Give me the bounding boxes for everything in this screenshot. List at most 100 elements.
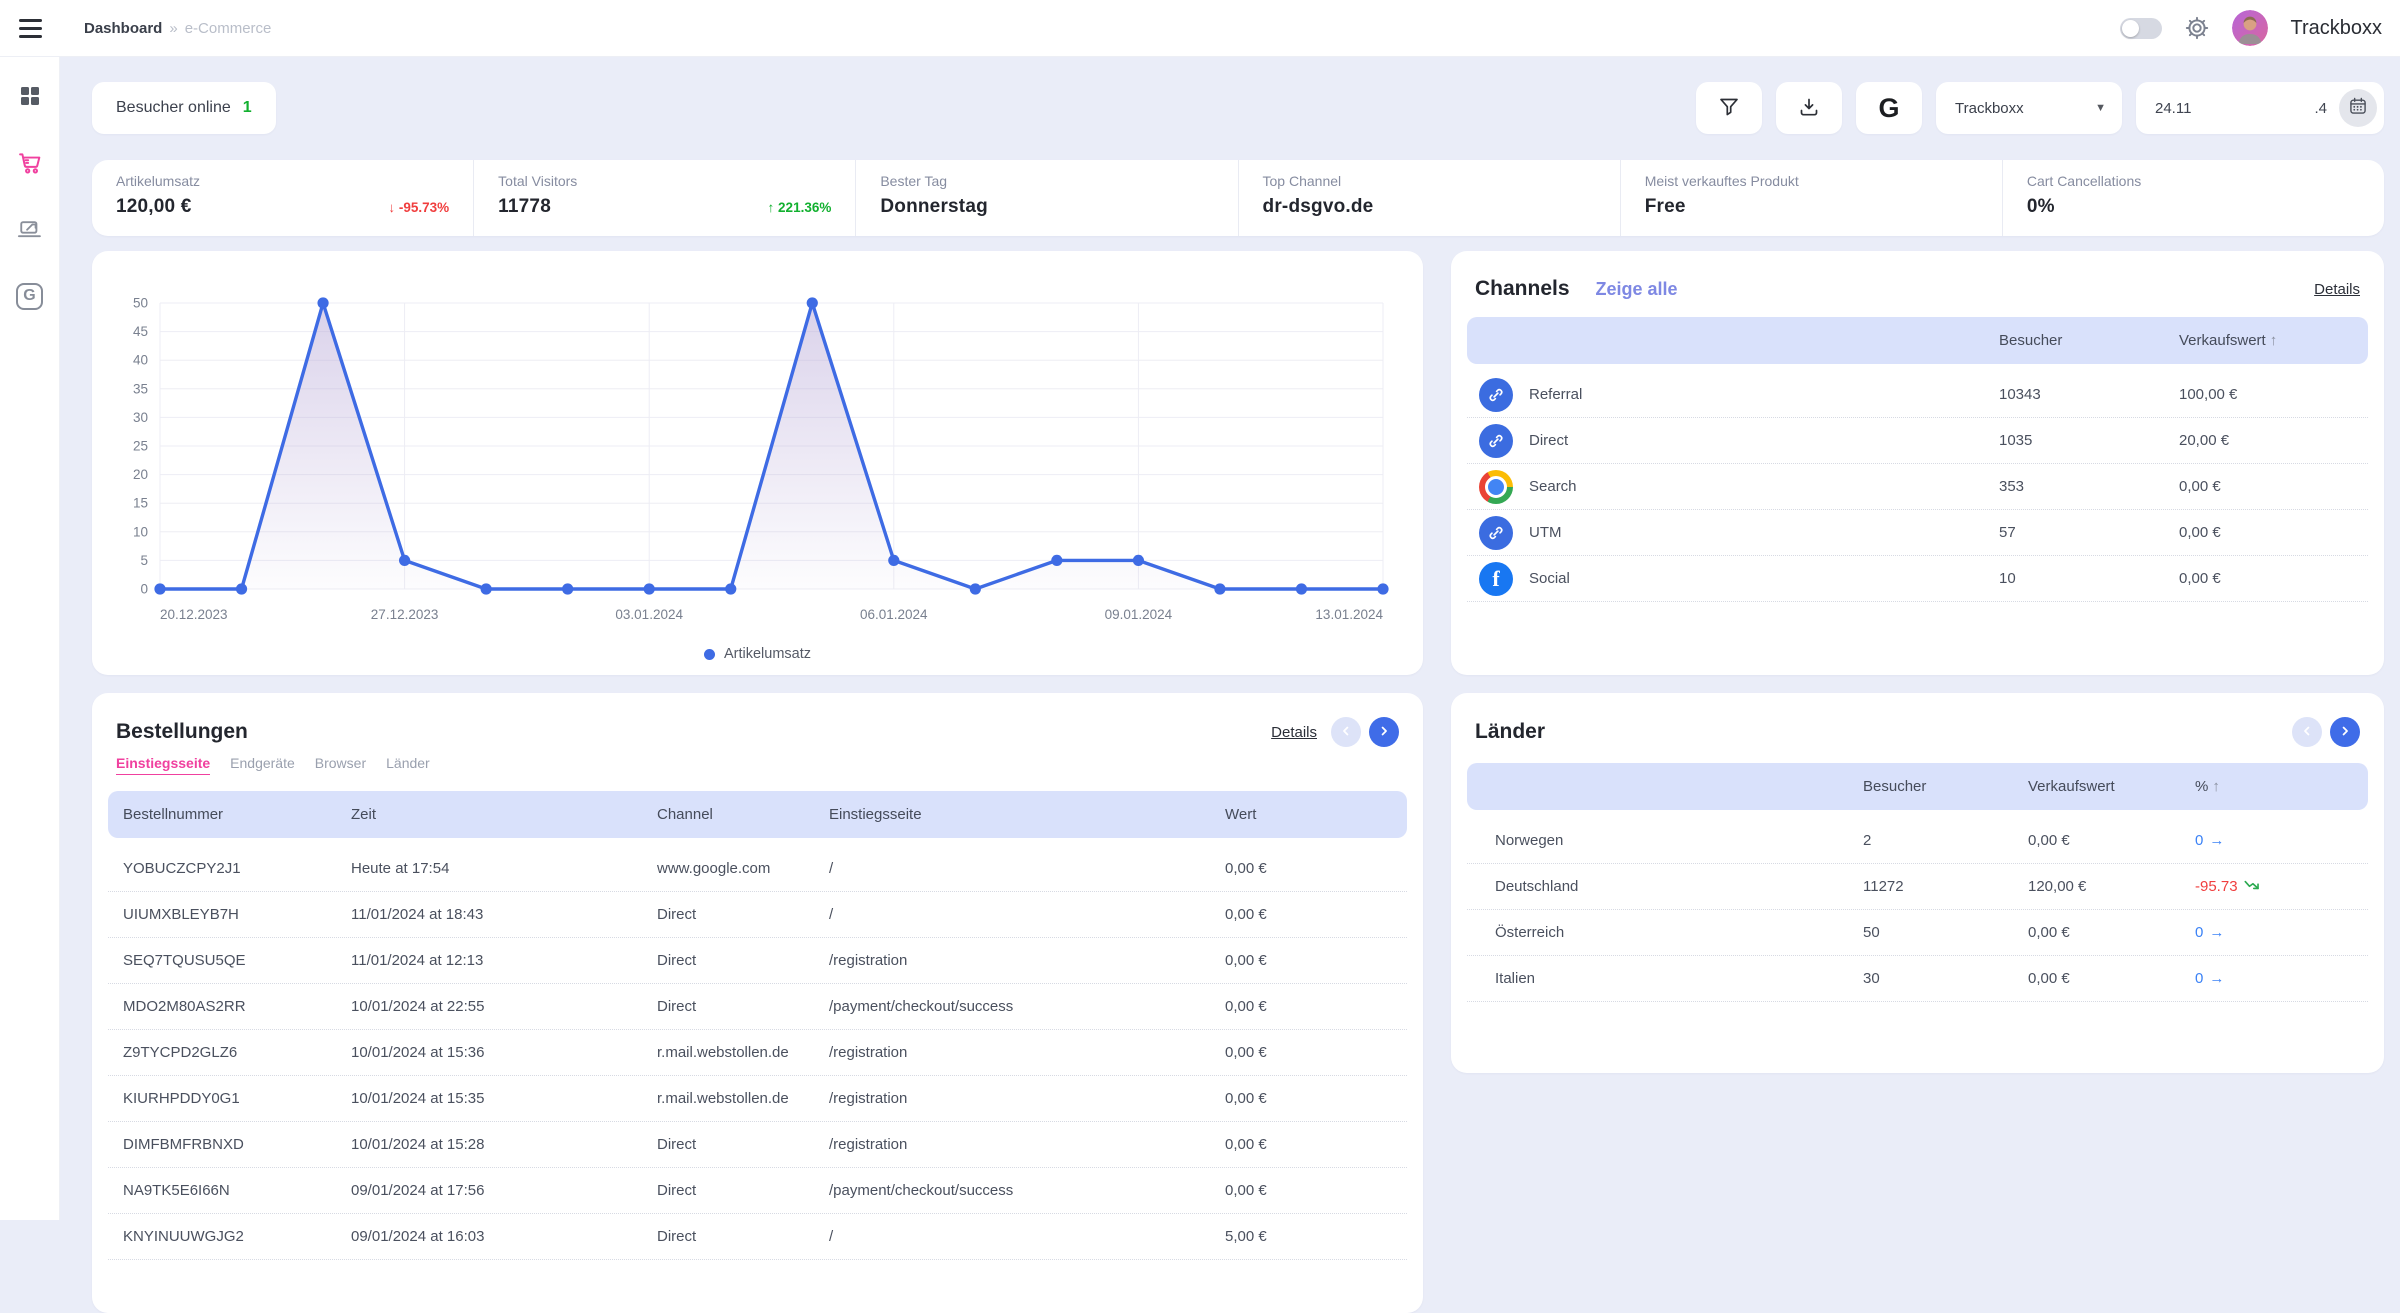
channels-card: Channels Zeige alle Details Besucher Ver… (1451, 251, 2384, 675)
chevron-left-icon (1339, 724, 1353, 741)
filter-button[interactable] (1696, 82, 1762, 134)
stat-value: Donnerstag (880, 196, 988, 218)
user-avatar[interactable] (2232, 10, 2268, 46)
order-time: 10/01/2024 at 15:35 (351, 1090, 657, 1107)
countries-rows: Norwegen 2 0,00 € 0→ Deutschland 11272 (1467, 818, 2368, 1002)
sidebar-item-google[interactable]: G (15, 281, 45, 311)
stat-item: Artikelumsatz 120,00 € ↓ -95.73% (92, 160, 474, 236)
order-value: 0,00 € (1225, 998, 1392, 1015)
order-row: NA9TK5E6I66N 09/01/2024 at 17:56 Direct … (108, 1168, 1407, 1214)
sidebar-item-ecommerce[interactable] (15, 149, 45, 179)
orders-next-button[interactable] (1369, 717, 1399, 747)
stat-item: Cart Cancellations 0% (2003, 160, 2384, 236)
stat-value: Free (1645, 196, 1686, 218)
country-trend: 0→ (2195, 970, 2356, 987)
order-row: KIURHPDDY0G1 10/01/2024 at 15:35 r.mail.… (108, 1076, 1407, 1122)
calendar-button[interactable] (2339, 89, 2377, 127)
channels-details-link[interactable]: Details (2314, 281, 2360, 298)
orders-details-link[interactable]: Details (1271, 724, 1317, 741)
order-row: SEQ7TQUSU5QE 11/01/2024 at 12:13 Direct … (108, 938, 1407, 984)
channel-name: Referral (1529, 386, 1582, 403)
visitors-chart: 0510152025303540455020.12.202327.12.2023… (116, 287, 1399, 639)
visitors-chart-card: 0510152025303540455020.12.202327.12.2023… (92, 251, 1423, 675)
order-entry-page: /registration (829, 952, 1225, 969)
sidebar: G (0, 57, 60, 1220)
countries-col-pct[interactable]: %↑ (2195, 778, 2356, 795)
channel-visitors: 10343 (1999, 386, 2179, 403)
channel-visitors: 353 (1999, 478, 2179, 495)
orders-tab[interactable]: Endgeräte (230, 755, 295, 775)
order-row: MDO2M80AS2RR 10/01/2024 at 22:55 Direct … (108, 984, 1407, 1030)
orders-col-wert: Wert (1225, 806, 1392, 823)
channel-visitors: 57 (1999, 524, 2179, 541)
order-time: 09/01/2024 at 16:03 (351, 1228, 657, 1245)
svg-text:20: 20 (133, 467, 148, 482)
orders-tab[interactable]: Länder (386, 755, 430, 775)
order-channel: Direct (657, 952, 829, 969)
countries-next-button[interactable] (2330, 717, 2360, 747)
zigzag-down-icon (2244, 879, 2261, 896)
orders-col-einstiegsseite: Einstiegsseite (829, 806, 1225, 823)
stat-item: Bester Tag Donnerstag (856, 160, 1238, 236)
orders-title: Bestellungen (116, 720, 248, 744)
sidebar-item-website[interactable] (15, 215, 45, 245)
menu-hamburger-icon[interactable] (19, 19, 42, 38)
channel-sales-value: 0,00 € (2179, 570, 2356, 587)
country-trend: 0→ (2195, 832, 2356, 849)
orders-prev-button[interactable] (1331, 717, 1361, 747)
date-range-input[interactable]: 24.11 .4 (2136, 82, 2384, 134)
orders-col-channel: Channel (657, 806, 829, 823)
google-integration-button[interactable]: G (1856, 82, 1922, 134)
orders-tab[interactable]: Einstiegsseite (116, 755, 210, 775)
country-visitors: 30 (1863, 970, 2028, 987)
order-id: NA9TK5E6I66N (123, 1182, 351, 1199)
svg-text:45: 45 (133, 324, 148, 339)
stat-item: Total Visitors 11778 ↑ 221.36% (474, 160, 856, 236)
countries-col-besucher: Besucher (1863, 778, 2028, 795)
link-icon (1479, 424, 1513, 458)
order-time: 10/01/2024 at 15:36 (351, 1044, 657, 1061)
main-content: Besucher online 1 G (60, 57, 2400, 1220)
order-time: 11/01/2024 at 18:43 (351, 906, 657, 923)
orders-rows: YOBUCZCPY2J1 Heute at 17:54 www.google.c… (108, 846, 1407, 1260)
facebook-icon: f (1479, 562, 1513, 596)
channels-show-all-link[interactable]: Zeige alle (1596, 279, 1678, 300)
countries-col-verkaufswert: Verkaufswert (2028, 778, 2195, 795)
breadcrumb-section[interactable]: Dashboard (84, 20, 162, 37)
countries-title: Länder (1475, 720, 1545, 744)
theme-toggle[interactable] (2120, 18, 2162, 39)
settings-gear-icon[interactable] (2184, 15, 2210, 41)
country-row: Italien 30 0,00 € 0→ (1467, 956, 2368, 1002)
order-channel: Direct (657, 906, 829, 923)
svg-text:03.01.2024: 03.01.2024 (615, 607, 683, 622)
google-g-icon: G (1878, 93, 1899, 124)
country-name: Norwegen (1495, 832, 1563, 849)
stat-label: Bester Tag (880, 173, 1213, 189)
channel-row: f Social 10 0,00 € (1467, 556, 2368, 602)
orders-tab[interactable]: Browser (315, 755, 366, 775)
order-value: 0,00 € (1225, 1090, 1392, 1107)
order-channel: r.mail.webstollen.de (657, 1044, 829, 1061)
channel-name: UTM (1529, 524, 1562, 541)
countries-prev-button[interactable] (2292, 717, 2322, 747)
stat-value: dr-dsgvo.de (1263, 196, 1374, 218)
country-row: Deutschland 11272 120,00 € -95.73 (1467, 864, 2368, 910)
sidebar-item-dashboard[interactable] (15, 83, 45, 113)
breadcrumb-separator: » (169, 20, 177, 37)
date-range-start: 24.11 (2155, 100, 2191, 117)
stat-label: Meist verkauftes Produkt (1645, 173, 1978, 189)
order-entry-page: /registration (829, 1044, 1225, 1061)
svg-text:15: 15 (133, 496, 148, 511)
country-visitors: 2 (1863, 832, 2028, 849)
stat-value: 120,00 € (116, 196, 192, 218)
channels-col-verkaufswert[interactable]: Verkaufswert↑ (2179, 332, 2356, 349)
order-row: KNYINUUWGJG2 09/01/2024 at 16:03 Direct … (108, 1214, 1407, 1260)
site-select[interactable]: Trackboxx ▼ (1936, 82, 2122, 134)
export-button[interactable] (1776, 82, 1842, 134)
visitors-online-label: Besucher online (116, 99, 231, 117)
channels-col-besucher[interactable]: Besucher (1999, 332, 2179, 349)
chevron-right-icon (2338, 724, 2352, 741)
link-icon (1479, 378, 1513, 412)
country-sales-value: 0,00 € (2028, 970, 2195, 987)
order-channel: r.mail.webstollen.de (657, 1090, 829, 1107)
